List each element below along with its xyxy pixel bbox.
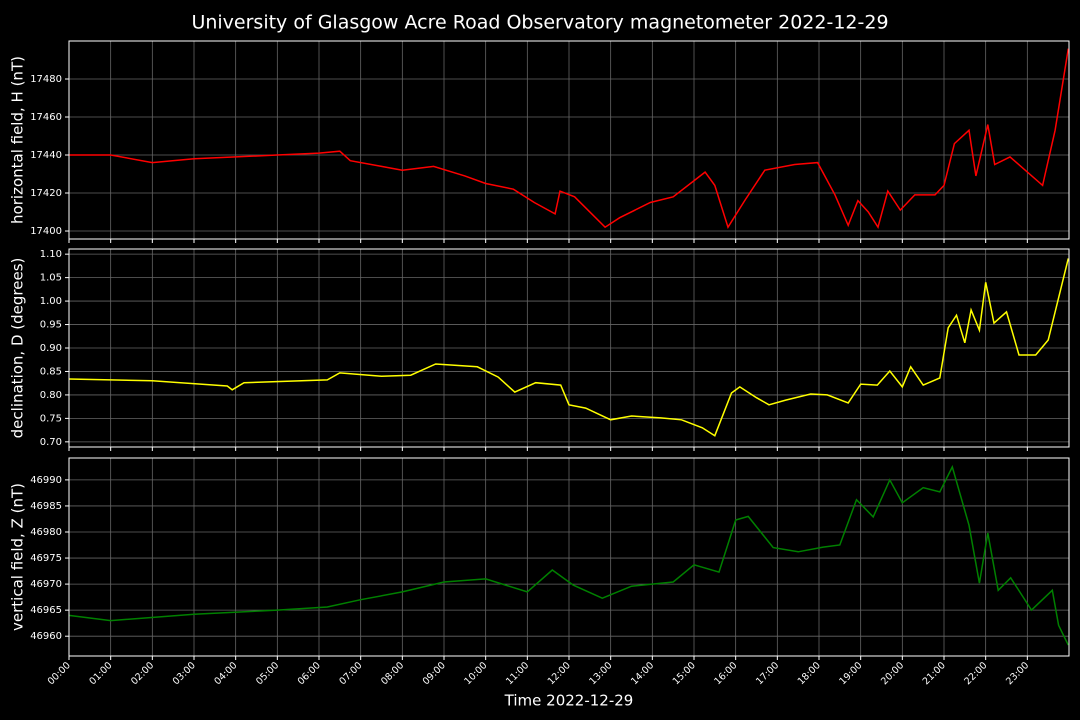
y-axis-label: horizontal field, H (nT)	[9, 56, 27, 224]
y-tick-label: 17420	[30, 188, 62, 199]
y-tick-label: 0.95	[40, 320, 62, 331]
y-tick-label: 0.80	[40, 390, 62, 401]
axes-frame	[68, 40, 1070, 240]
y-tick-label: 17480	[30, 74, 62, 85]
x-axis-label: Time 2022-12-29	[504, 692, 634, 710]
y-tick-label: 0.90	[40, 343, 62, 354]
data-line	[68, 258, 1070, 437]
y-tick-label: 0.75	[40, 413, 62, 424]
y-tick-label: 46980	[30, 527, 62, 538]
y-tick-label: 0.70	[40, 437, 62, 448]
y-tick-label: 46970	[30, 579, 62, 590]
data-line	[68, 464, 1069, 646]
y-tick-label: 17400	[30, 226, 62, 237]
y-tick-label: 17440	[30, 150, 62, 161]
y-tick-label: 46960	[30, 631, 62, 642]
data-line	[69, 48, 1070, 230]
y-axis-label: declination, D (degrees)	[9, 258, 27, 439]
y-axis-label: vertical field, Z (nT)	[9, 483, 27, 631]
axes-frame	[68, 457, 1070, 657]
axes-frame	[68, 248, 1070, 448]
y-tick-label: 46985	[30, 501, 62, 512]
y-tick-label: 1.00	[40, 296, 62, 307]
chart-title: University of Glasgow Acre Road Observat…	[191, 12, 888, 34]
y-tick-label: 1.10	[40, 249, 62, 260]
y-tick-label: 17460	[30, 112, 62, 123]
y-tick-label: 46975	[30, 553, 62, 564]
y-tick-label: 1.05	[40, 273, 62, 284]
y-tick-label: 46965	[30, 605, 62, 616]
y-tick-label: 46990	[30, 475, 62, 486]
y-tick-label: 0.85	[40, 366, 62, 377]
